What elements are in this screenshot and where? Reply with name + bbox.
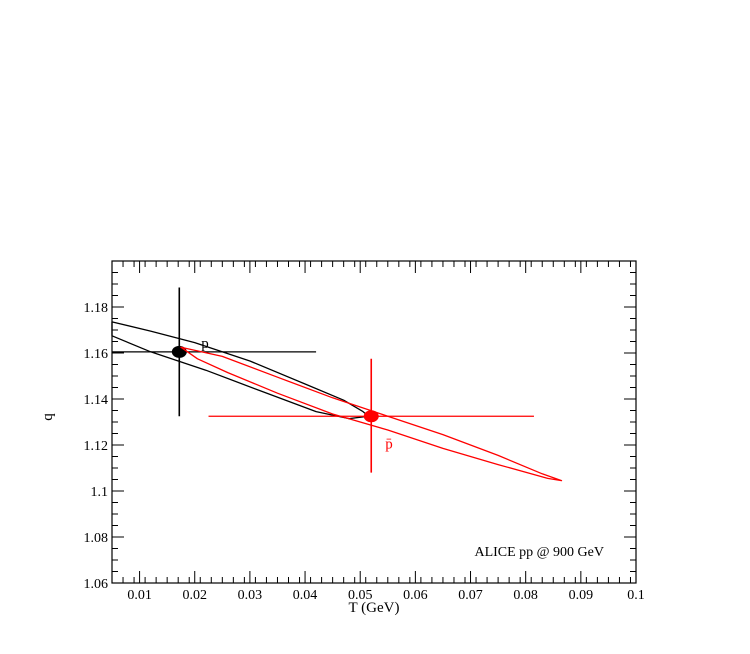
series-antiproton: p̄ (180, 346, 563, 482)
x-tick-label: 0.02 (182, 588, 207, 603)
annotation-label: ALICE pp @ 900 GeV (474, 545, 604, 560)
plot-frame (111, 260, 637, 584)
y-tick-label: 1.06 (84, 577, 109, 592)
confidence-contour (111, 321, 370, 420)
x-tick-label: 0.05 (348, 588, 373, 603)
x-tick-label: 0.1 (627, 588, 645, 603)
y-axis-label: q (40, 413, 56, 421)
series-layer: p p̄ (111, 287, 563, 482)
series-proton: p (111, 287, 370, 420)
data-point (363, 410, 379, 423)
y-tick-label: 1.1 (91, 485, 109, 500)
y-tick-label: 1.12 (84, 439, 109, 454)
plot-axes (111, 260, 637, 584)
tick-labels: 0.01 0.02 0.03 0.04 0.05 0.06 0.07 0.08 0.09 0.1 1… (84, 301, 645, 603)
x-axis-label: T (GeV) (349, 600, 400, 616)
x-tick-label: 0.01 (127, 588, 152, 603)
y-tick-label: 1.14 (84, 393, 109, 408)
x-tick-label: 0.08 (513, 588, 538, 603)
y-tick-label: 1.18 (84, 301, 109, 316)
axis-ticks (111, 260, 637, 584)
x-tick-label: 0.07 (458, 588, 483, 603)
x-tick-label: 0.03 (238, 588, 263, 603)
y-tick-label: 1.08 (84, 531, 109, 546)
confidence-contour (180, 346, 563, 482)
x-tick-label: 0.09 (569, 588, 594, 603)
x-tick-label: 0.04 (293, 588, 318, 603)
series-label: p (201, 336, 209, 352)
x-tick-label: 0.06 (403, 588, 428, 603)
series-label: p̄ (385, 436, 393, 452)
y-tick-label: 1.16 (84, 347, 109, 362)
